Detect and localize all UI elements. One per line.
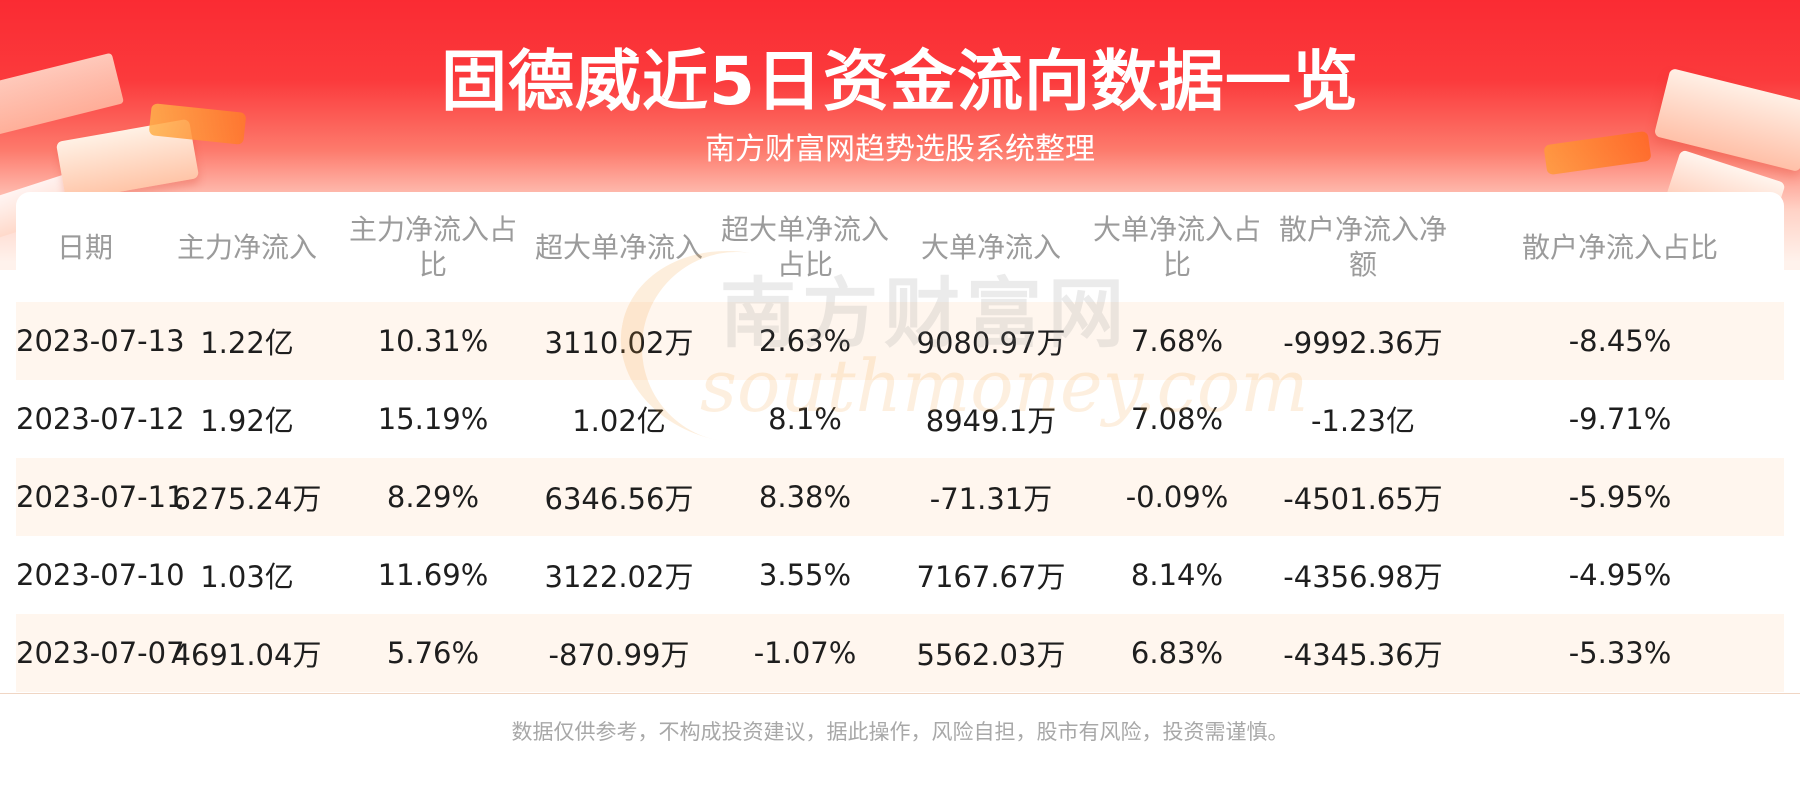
table-row: 2023-07-07 4691.04万 5.76% -870.99万 -1.07… [16,614,1784,692]
cell-retail-inflow-ratio: -9.71% [1568,402,1672,436]
cell-xl-inflow-ratio: -1.07% [712,614,898,692]
cell-main-inflow-ratio: 5.76% [340,614,526,692]
cell-xl-inflow: 6346.56万 [526,458,712,536]
cell-large-inflow: -71.31万 [898,458,1084,536]
table-row: 2023-07-12 1.92亿 15.19% 1.02亿 8.1% 8949.… [16,380,1784,458]
cell-xl-inflow: 1.02亿 [572,404,666,438]
cell-xl-inflow-ratio: 3.55% [758,558,852,592]
column-header-large-inflow: 大单净流入 [920,230,1061,264]
cell-retail-inflow: -4345.36万 [1270,614,1456,692]
table-row: 2023-07-13 1.22亿 10.31% 3110.02万 2.63% 9… [16,302,1784,380]
column-header-retail-inflow-ratio: 散户净流入占比 [1521,230,1718,264]
cell-retail-inflow-ratio: -5.33% [1456,614,1784,692]
column-header-date: 日期 [56,230,113,264]
column-header-xl-inflow: 超大单净流入 [534,230,703,264]
page-title: 固德威近5日资金流向数据一览 [441,43,1359,120]
cell-main-inflow-ratio: 15.19% [377,402,489,436]
table-row: 2023-07-10 1.03亿 11.69% 3122.02万 3.55% 7… [16,536,1784,614]
footer-divider [0,693,1800,694]
disclaimer-text: 数据仅供参考，不构成投资建议，据此操作，风险自担，股市有风险，投资需谨慎。 [511,720,1289,744]
column-header-main-inflow: 主力净流入 [176,230,317,264]
cell-large-inflow-ratio: -0.09% [1084,458,1270,536]
cell-xl-inflow-ratio: 8.38% [712,458,898,536]
cell-retail-inflow-ratio: -8.45% [1456,302,1784,380]
cell-main-inflow: 1.22亿 [154,302,340,380]
cell-large-inflow: 5562.03万 [898,614,1084,692]
cell-xl-inflow: -870.99万 [526,614,712,692]
cell-main-inflow: 4691.04万 [154,614,340,692]
cell-main-inflow-ratio: 10.31% [340,302,526,380]
cell-large-inflow-ratio: 8.14% [1130,558,1224,592]
cell-large-inflow: 7167.67万 [916,560,1066,594]
table-row: 2023-07-11 6275.24万 8.29% 6346.56万 8.38%… [16,458,1784,536]
cell-main-inflow-ratio: 8.29% [340,458,526,536]
table-card: 日期 主力净流入 主力净流入占比 超大单净流入 超大单净流入占比 大单净流入 大… [16,192,1784,692]
page-subtitle: 南方财富网趋势选股系统整理 [705,132,1095,167]
cell-main-inflow: 1.92亿 [200,404,294,438]
cell-date: 2023-07-11 [16,458,185,536]
column-header-retail-inflow: 散户净流入净额 [1278,213,1447,281]
cell-main-inflow: 1.03亿 [200,560,294,594]
cell-xl-inflow-ratio: 2.63% [712,302,898,380]
cell-date: 2023-07-12 [16,402,185,436]
cell-retail-inflow: -4501.65万 [1270,458,1456,536]
cell-retail-inflow-ratio: -5.95% [1456,458,1784,536]
cell-retail-inflow: -4356.98万 [1283,560,1443,594]
cell-main-inflow-ratio: 11.69% [377,558,489,592]
table-header-row: 日期 主力净流入 主力净流入占比 超大单净流入 超大单净流入占比 大单净流入 大… [16,192,1784,302]
column-header-large-inflow-ratio: 大单净流入占比 [1092,213,1261,281]
cell-xl-inflow-ratio: 8.1% [768,402,842,436]
cell-xl-inflow: 3110.02万 [526,302,712,380]
cell-large-inflow-ratio: 6.83% [1084,614,1270,692]
cell-xl-inflow: 3122.02万 [544,560,694,594]
cell-retail-inflow: -1.23亿 [1310,404,1416,438]
cell-retail-inflow-ratio: -4.95% [1568,558,1672,592]
cell-large-inflow-ratio: 7.08% [1130,402,1224,436]
column-header-main-inflow-ratio: 主力净流入占比 [348,213,517,281]
cell-large-inflow: 9080.97万 [898,302,1084,380]
cell-retail-inflow: -9992.36万 [1270,302,1456,380]
cell-date: 2023-07-13 [16,302,185,380]
cell-main-inflow: 6275.24万 [154,458,340,536]
column-header-xl-inflow-ratio: 超大单净流入占比 [720,213,889,281]
cell-large-inflow-ratio: 7.68% [1084,302,1270,380]
fund-flow-table: 日期 主力净流入 主力净流入占比 超大单净流入 超大单净流入占比 大单净流入 大… [16,192,1784,692]
cell-large-inflow: 8949.1万 [925,404,1057,438]
cell-date: 2023-07-10 [16,558,185,592]
cell-date: 2023-07-07 [16,614,185,692]
